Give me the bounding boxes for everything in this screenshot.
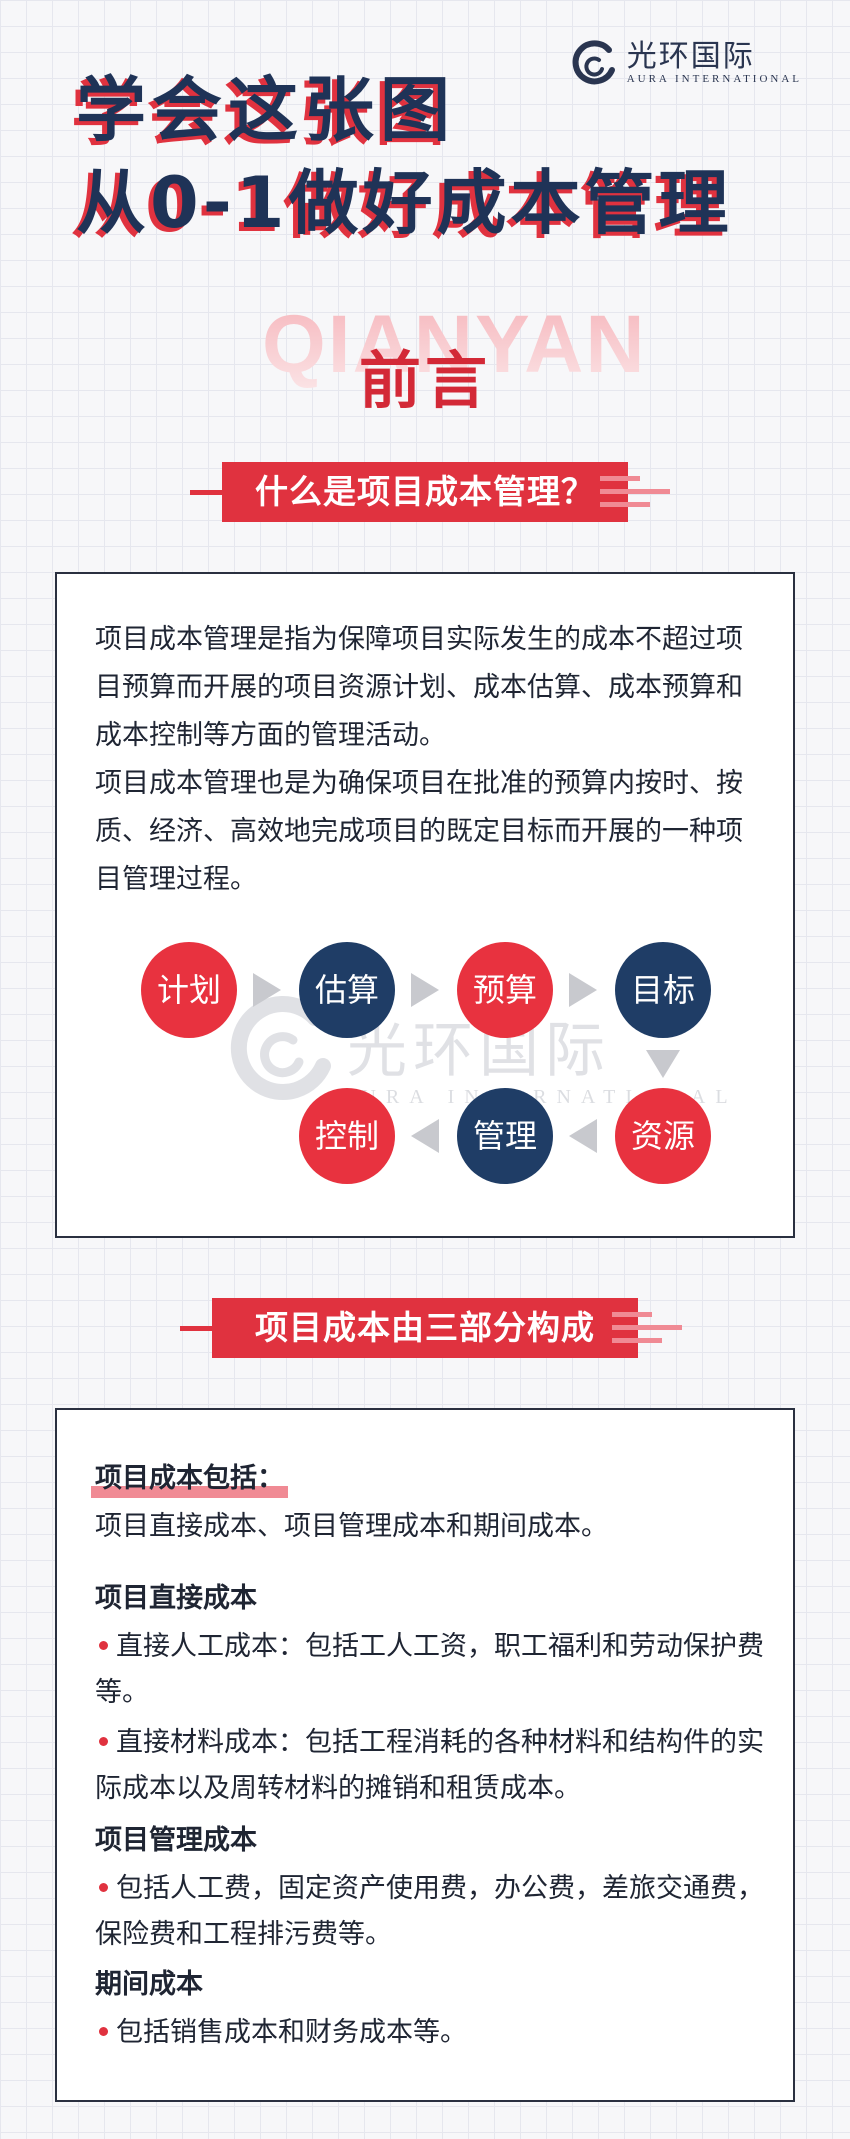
flow-manage: 管理 bbox=[457, 1088, 553, 1184]
section2-heading: 项目成本由三部分构成 bbox=[212, 1298, 638, 1358]
definition-card: 项目成本管理是指为保障项目实际发生的成本不超过项目预算而开展的项目资源计划、成本… bbox=[55, 572, 795, 1238]
flow-goal: 目标 bbox=[615, 942, 711, 1038]
period-cost-item: 包括销售成本和财务成本等。 bbox=[95, 2010, 775, 2056]
arrow-left-icon bbox=[569, 1119, 597, 1153]
arrow-left-icon bbox=[411, 1119, 439, 1153]
direct-item-labor: 直接人工成本：包括工人工资，职工福利和劳动保护费等。 bbox=[95, 1631, 764, 1708]
logo-chinese-name: 光环国际 bbox=[626, 39, 755, 74]
section1-heading: 什么是项目成本管理？ bbox=[222, 462, 628, 522]
brand-logo: 光环国际 AURA INTERNATIONAL bbox=[569, 38, 802, 88]
arrow-down-icon bbox=[646, 1050, 680, 1078]
section1-banner: 什么是项目成本管理？ bbox=[0, 462, 850, 522]
mgmt-cost-title: 项目管理成本 bbox=[95, 1825, 257, 1856]
arrow-right-icon bbox=[569, 973, 597, 1007]
bullet-icon bbox=[99, 1640, 108, 1650]
flow-estimate: 估算 bbox=[299, 942, 395, 1038]
direct-item-material: 直接材料成本：包括工程消耗的各种材料和结构件的实际成本以及周转材料的摊销和租赁成… bbox=[95, 1727, 764, 1804]
definition-paragraph: 项目成本管理是指为保障项目实际发生的成本不超过项目预算而开展的项目资源计划、成本… bbox=[95, 616, 759, 904]
composition-card: 项目成本包括： 项目直接成本、项目管理成本和期间成本。 项目直接成本 直接人工成… bbox=[55, 1408, 795, 2102]
aura-logo-icon bbox=[572, 40, 615, 85]
main-title-line1: 学会这张图 bbox=[76, 69, 456, 151]
section2-banner: 项目成本由三部分构成 bbox=[0, 1298, 850, 1358]
preface-background-text: QIANYAN bbox=[262, 299, 647, 390]
definition-para-1: 项目成本管理是指为保障项目实际发生的成本不超过项目预算而开展的项目资源计划、成本… bbox=[95, 624, 743, 751]
definition-para-2: 项目成本管理也是为确保项目在批准的预算内按时、按质、经济、高效地完成项目的既定目… bbox=[95, 768, 743, 895]
main-title-line2: 从0-1做好成本管理 bbox=[76, 162, 733, 244]
watermark-logo-icon bbox=[230, 996, 331, 1101]
direct-cost-title: 项目直接成本 bbox=[95, 1583, 257, 1614]
arrow-right-icon bbox=[411, 973, 439, 1007]
flow-control: 控制 bbox=[299, 1088, 395, 1184]
bullet-icon bbox=[99, 1882, 108, 1892]
flow-budget: 预算 bbox=[457, 942, 553, 1038]
preface-heading: 前言 bbox=[358, 344, 491, 417]
mgmt-cost-item: 包括人工费，固定资产使用费，办公费，差旅交通费，保险费和工程排污费等。 bbox=[95, 1873, 764, 1950]
include-title: 项目成本包括： bbox=[91, 1456, 288, 1502]
arrow-right-icon bbox=[253, 973, 281, 1007]
flow-plan: 计划 bbox=[141, 942, 237, 1038]
include-text: 项目直接成本、项目管理成本和期间成本。 bbox=[95, 1511, 608, 1542]
flow-resource: 资源 bbox=[615, 1088, 711, 1184]
period-cost-title: 期间成本 bbox=[95, 1969, 203, 2000]
bullet-icon bbox=[99, 1736, 108, 1746]
logo-english-name: AURA INTERNATIONAL bbox=[626, 73, 802, 85]
bullet-icon bbox=[99, 2026, 108, 2036]
